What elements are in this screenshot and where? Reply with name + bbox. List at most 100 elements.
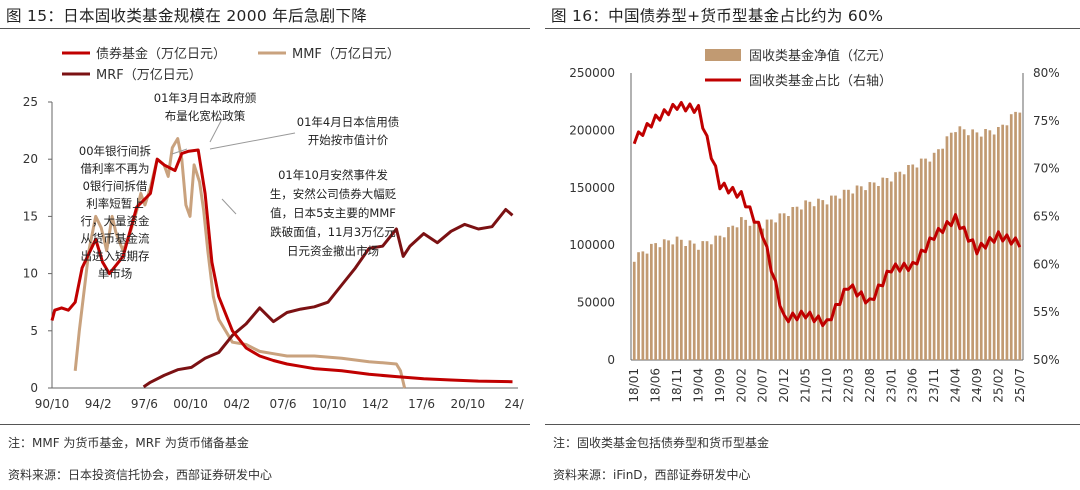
right-bar <box>907 165 910 360</box>
right-bar <box>898 171 902 360</box>
right-x-tick-label: 20/02 <box>734 368 748 403</box>
right-bar <box>752 219 756 360</box>
annotation-leader-line <box>209 118 223 143</box>
right-bar <box>688 240 692 360</box>
right-y2-tick-label: 55% <box>1033 305 1060 319</box>
left-bottom-rule <box>0 424 530 425</box>
left-annotation-line: 值，日本5支主要的MMF <box>270 206 396 220</box>
right-bar <box>868 182 872 360</box>
right-y2-tick-label: 65% <box>1033 210 1060 224</box>
right-bar <box>701 241 705 360</box>
right-bar <box>684 246 687 360</box>
left-legend-label: 债券基金（万亿日元） <box>96 46 226 62</box>
right-x-tick-label: 24/04 <box>949 368 963 403</box>
share-line <box>632 101 1022 328</box>
right-bar <box>954 132 957 360</box>
right-bar <box>975 132 979 360</box>
right-bar <box>710 244 713 360</box>
left-annotation-line: 借利率不再为 <box>81 162 150 176</box>
right-bar <box>877 186 880 360</box>
right-y-tick-label: 250000 <box>569 66 615 80</box>
right-bar <box>812 206 816 360</box>
mrf-line <box>142 208 514 389</box>
left-x-tick-label: 10/10 <box>312 397 347 411</box>
right-bottom-rule <box>545 424 1080 425</box>
left-annotation-line: 单市场 <box>98 267 133 281</box>
right-bar <box>992 134 996 360</box>
right-bar <box>765 219 769 360</box>
right-bar <box>748 225 752 360</box>
mmf-line <box>73 137 407 389</box>
right-bar <box>932 152 936 360</box>
right-x-tick-label: 19/04 <box>692 368 706 403</box>
left-y-tick-label: 25 <box>23 95 38 109</box>
right-bar <box>658 247 662 360</box>
left-chart-source: 资料来源：日本投资信托协会，西部证券研发中心 <box>8 468 273 482</box>
left-annotation-line: 01年10月安然事件发 <box>278 168 388 182</box>
right-x-tick-label: 18/11 <box>670 368 684 403</box>
right-bar <box>731 225 735 360</box>
right-x-tick-label: 18/06 <box>649 368 663 403</box>
right-bar <box>761 228 765 360</box>
left-y-tick-label: 10 <box>23 267 38 281</box>
right-bar <box>782 213 786 360</box>
right-bar <box>881 177 885 360</box>
right-bar <box>787 216 790 360</box>
right-x-tick-label: 22/03 <box>841 368 855 403</box>
right-bar <box>1014 111 1017 361</box>
right-y-tick-label: 200000 <box>569 123 615 137</box>
right-legend-label: 固收类基金占比（右轴） <box>749 73 892 89</box>
right-bar <box>941 148 944 360</box>
left-annotation-line: 出进入短期存 <box>81 249 150 263</box>
left-x-tick-label: 24/ <box>504 397 524 411</box>
right-bar <box>632 261 636 360</box>
right-y-tick-label: 50000 <box>577 296 615 310</box>
left-y-tick-label: 20 <box>23 152 38 166</box>
right-bar <box>979 136 983 360</box>
left-chart: 0 5 10 15 20 25 90/10 94/2 97/6 00/10 04/2 07/6 10/1… <box>23 46 525 411</box>
right-bar <box>637 252 640 360</box>
right-y2-tick-label: 75% <box>1033 114 1060 128</box>
left-y-tick-label: 0 <box>30 381 38 395</box>
left-y-tick-label: 15 <box>23 209 38 223</box>
right-y2-tick-label: 80% <box>1033 66 1060 80</box>
right-x-tick-label: 23/06 <box>906 368 920 403</box>
right-title-rule <box>545 28 1080 29</box>
right-y2-tick-label: 60% <box>1033 257 1060 271</box>
right-bar <box>864 190 867 360</box>
right-bar <box>937 149 940 360</box>
right-bar <box>1018 112 1022 360</box>
right-bar <box>740 217 743 360</box>
left-chart-note: 注：MMF 为货币基金，MRF 为货币储备基金 <box>8 436 249 450</box>
right-bar <box>744 219 747 360</box>
right-bar <box>735 227 739 360</box>
right-bar <box>1005 125 1009 360</box>
right-bar <box>885 178 889 360</box>
left-x-tick-label: 04/2 <box>223 397 250 411</box>
right-bar <box>718 235 722 360</box>
right-x-tick-label: 22/08 <box>863 368 877 403</box>
right-chart: 0 50000 100000 150000 200000 250000 50% 55% 60% 6… <box>569 48 1060 403</box>
right-x-tick-label: 21/05 <box>799 368 813 403</box>
left-x-tick-label: 90/10 <box>35 397 70 411</box>
left-annotation-line: 开始按市值计价 <box>308 133 389 147</box>
right-y2-tick-label: 70% <box>1033 162 1060 176</box>
right-y-tick-label: 100000 <box>569 238 615 252</box>
left-chart-panel: 图 15：日本固收类基金规模在 2000 年后急剧下降 0 5 10 15 20 25 90… <box>0 0 530 490</box>
right-bar <box>851 193 855 360</box>
right-chart-panel: 图 16：中国债券型+货币型基金占比约为 60% 0 50000 100000 150… <box>545 0 1080 490</box>
left-annotation-line: 00年银行间拆 <box>79 144 151 158</box>
left-annotation-line: 0银行间拆借 <box>83 179 148 193</box>
right-bar <box>958 126 962 360</box>
right-bar <box>692 243 696 360</box>
right-bar <box>817 198 820 360</box>
right-bar <box>855 185 859 360</box>
right-y-tick-label: 150000 <box>569 181 615 195</box>
right-x-tick-label: 19/09 <box>713 368 727 403</box>
right-bar <box>821 200 825 360</box>
right-bar <box>872 182 876 360</box>
right-bar <box>662 239 666 360</box>
right-bar <box>757 222 760 360</box>
right-bar <box>675 236 679 360</box>
right-bar <box>949 132 953 360</box>
